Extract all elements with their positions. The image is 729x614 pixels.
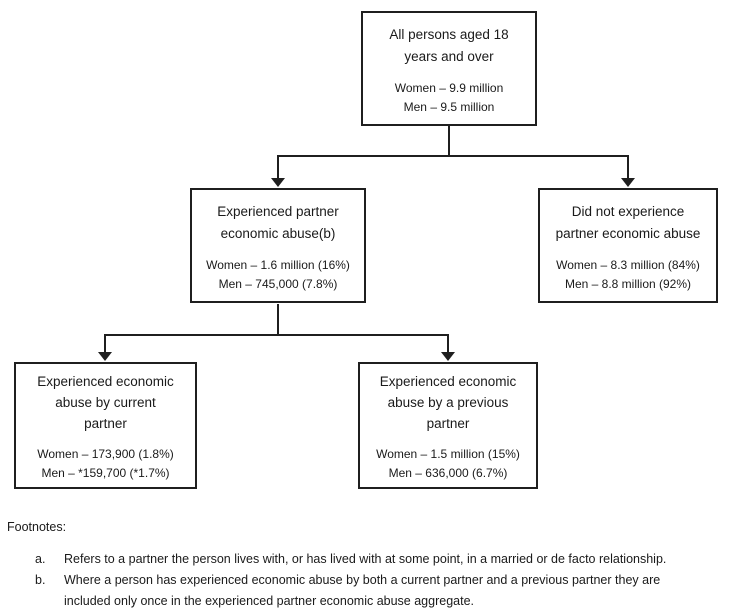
arrowhead-previous-partner — [441, 352, 455, 361]
footnote-b-text: Where a person has experienced economic … — [64, 573, 661, 608]
node-experienced-stats: Women – 1.6 million (16%) Men – 745,000 … — [206, 256, 350, 294]
node-did-not-experience-partner-economic-abuse: Did not experience partner economic abus… — [538, 188, 718, 303]
footnote-b-marker: b. — [35, 573, 46, 587]
node-experienced-partner-economic-abuse: Experienced partner economic abuse(b) Wo… — [190, 188, 366, 303]
stat-women: Women – 173,900 (1.8%) — [37, 447, 174, 461]
stat-women: Women – 9.9 million — [394, 81, 504, 95]
stat-women: Women – 1.5 million (15%) — [376, 447, 520, 461]
stat-men: Men – *159,700 (*1.7%) — [41, 466, 170, 480]
stat-men: Men – 8.8 million (92%) — [564, 277, 692, 291]
stat-men: Men – 636,000 (6.7%) — [388, 466, 508, 480]
footnote-a: a. Refers to a partner the person lives … — [7, 549, 722, 570]
node-previous-partner-title: Experienced economic abuse by a previous… — [379, 374, 517, 431]
node-current-partner-title: Experienced economic abuse by current pa… — [37, 374, 174, 431]
node-did-not-experience-stats: Women – 8.3 million (84%) Men – 8.8 mill… — [556, 256, 700, 294]
arrowhead-current-partner — [98, 352, 112, 361]
footnote-a-text: Refers to a partner the person lives wit… — [64, 552, 667, 566]
stat-men: Men – 745,000 (7.8%) — [218, 277, 338, 291]
node-did-not-experience-title: Did not experience partner economic abus… — [555, 204, 701, 241]
node-experienced-title: Experienced partner economic abuse(b) — [217, 204, 339, 241]
node-all-persons-title: All persons aged 18 years and over — [389, 27, 509, 64]
node-all-persons: All persons aged 18 years and over Women… — [361, 11, 537, 126]
node-current-partner-stats: Women – 173,900 (1.8%) Men – *159,700 (*… — [37, 445, 174, 483]
footnotes: Footnotes: a. Refers to a partner the pe… — [7, 517, 722, 612]
arrowhead-experienced — [271, 178, 285, 187]
stat-women: Women – 1.6 million (16%) — [206, 258, 350, 272]
arrowhead-did-not-experience — [621, 178, 635, 187]
footnotes-heading: Footnotes: — [7, 520, 67, 534]
node-previous-partner-stats: Women – 1.5 million (15%) Men – 636,000 … — [376, 445, 520, 483]
node-all-persons-stats: Women – 9.9 million Men – 9.5 million — [395, 79, 504, 117]
node-economic-abuse-current-partner: Experienced economic abuse by current pa… — [14, 362, 197, 489]
stat-men: Men – 9.5 million — [403, 100, 495, 114]
stat-women: Women – 8.3 million (84%) — [556, 258, 700, 272]
footnote-a-marker: a. — [35, 552, 46, 566]
node-economic-abuse-previous-partner: Experienced economic abuse by a previous… — [358, 362, 538, 489]
footnote-b: b. Where a person has experienced econom… — [7, 570, 722, 612]
